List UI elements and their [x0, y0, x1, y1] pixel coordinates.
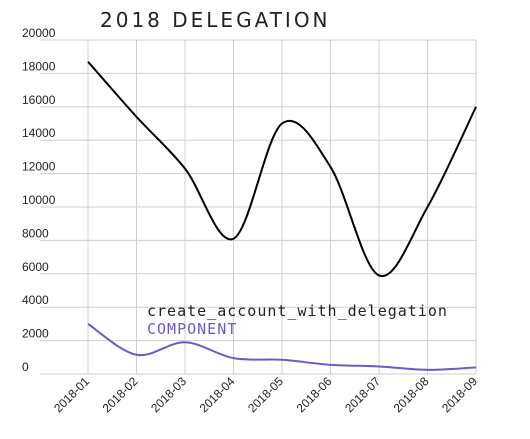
x-tick-label: 2018-01 [51, 374, 92, 415]
grid [40, 39, 477, 375]
y-axis-ticks: 0 2000 4000 6000 8000 10000 12000 14000 16000 180… [22, 26, 56, 374]
y-tick-label: 18000 [22, 59, 56, 73]
y-tick-label: 10000 [22, 193, 56, 207]
y-tick-label: 20000 [22, 26, 56, 40]
y-tick-label: 0 [22, 360, 29, 374]
y-tick-label: 2000 [22, 327, 49, 341]
x-axis-ticks: 2018-01 2018-02 2018-03 2018-04 2018-05 2018-… [51, 374, 480, 415]
chart-title: 2018 DELEGATION [100, 8, 331, 32]
x-tick-label: 2018-05 [245, 374, 286, 415]
x-tick-label: 2018-09 [439, 374, 480, 415]
legend-item-1: COMPONENT [147, 320, 237, 338]
x-tick-label: 2018-02 [100, 374, 141, 415]
y-tick-label: 6000 [22, 260, 49, 274]
x-tick-label: 2018-08 [391, 374, 432, 415]
legend: create_account_with_delegation COMPONENT [147, 302, 448, 338]
x-tick-label: 2018-03 [148, 374, 189, 415]
x-tick-label: 2018-06 [294, 374, 335, 415]
y-tick-label: 14000 [22, 126, 56, 140]
series-lines [87, 61, 477, 371]
y-tick-label: 4000 [22, 293, 49, 307]
legend-item-0: create_account_with_delegation [147, 302, 448, 320]
series-line-0 [87, 61, 477, 277]
x-tick-label: 2018-07 [342, 374, 383, 415]
series-line-1 [87, 323, 477, 371]
y-tick-label: 16000 [22, 93, 56, 107]
x-tick-label: 2018-04 [197, 374, 238, 415]
y-tick-label: 12000 [22, 160, 56, 174]
y-tick-label: 8000 [22, 226, 49, 240]
